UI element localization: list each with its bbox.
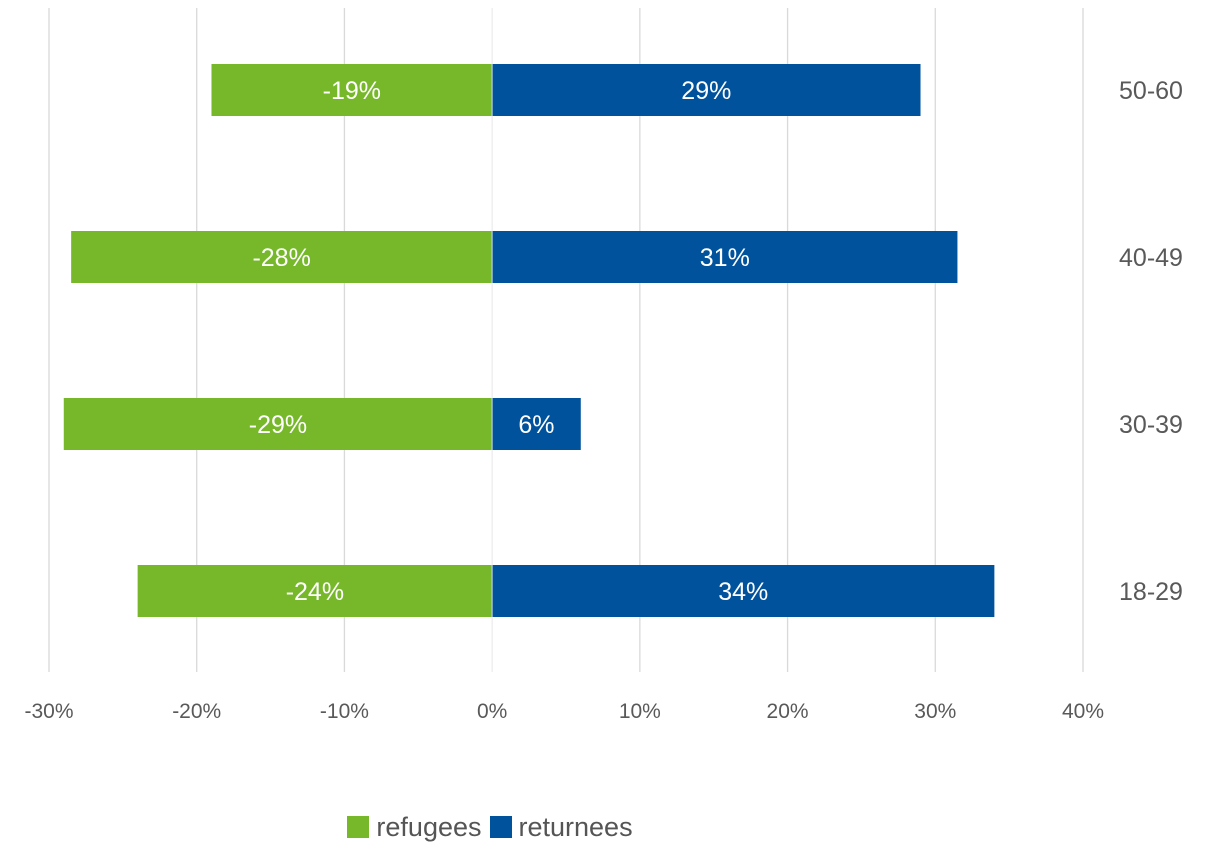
x-tick-label: 40% xyxy=(1062,700,1104,723)
data-label-returnees: 31% xyxy=(700,244,750,272)
x-tick-label: -10% xyxy=(320,700,369,723)
legend-swatch-refugees xyxy=(347,816,370,838)
category-label: 30-39 xyxy=(1119,411,1183,439)
legend-label-returnees: returnees xyxy=(518,811,633,842)
legend-item-returnees: returnees xyxy=(489,811,633,843)
x-tick-label: -20% xyxy=(172,700,221,723)
data-label-refugees: -24% xyxy=(286,578,344,606)
bar-refugees xyxy=(137,565,493,617)
legend-swatch-returnees xyxy=(489,816,512,838)
chart: -30% -20% -10% 0% 10% 20% 30% 40% -19% 29% 50-60 -2… xyxy=(24,8,1183,723)
bar-refugees xyxy=(71,231,493,283)
data-label-refugees: -19% xyxy=(323,77,381,105)
x-tick-label: 0% xyxy=(477,700,507,723)
legend: refugees returnees xyxy=(0,807,980,847)
bar-returnees xyxy=(492,565,995,617)
data-label-returnees: 6% xyxy=(518,411,554,439)
category-label: 18-29 xyxy=(1119,578,1183,606)
bar-returnees xyxy=(492,398,581,450)
legend-item-refugees: refugees xyxy=(347,811,482,843)
x-tick-label: 30% xyxy=(914,700,956,723)
x-tick-label: 10% xyxy=(619,700,661,723)
x-tick-label: -30% xyxy=(24,700,73,723)
data-label-refugees: -28% xyxy=(252,244,310,272)
bar-refugees xyxy=(63,398,493,450)
category-label: 40-49 xyxy=(1119,244,1183,272)
bar-refugees xyxy=(211,64,493,116)
data-label-returnees: 29% xyxy=(681,77,731,105)
data-label-refugees: -29% xyxy=(249,411,307,439)
legend-label-refugees: refugees xyxy=(376,811,482,842)
bar-returnees xyxy=(492,64,921,116)
category-label: 50-60 xyxy=(1119,77,1183,105)
x-tick-label: 20% xyxy=(767,700,809,723)
data-label-returnees: 34% xyxy=(718,578,768,606)
bar-returnees xyxy=(492,231,958,283)
